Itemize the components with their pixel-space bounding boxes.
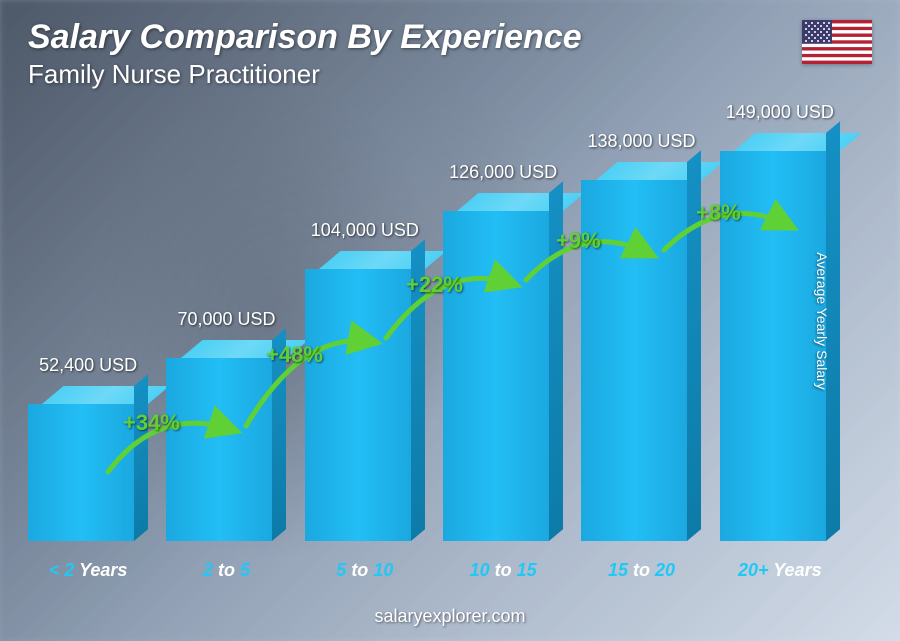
us-flag-icon: [802, 20, 872, 64]
chart-area: 52,400 USD 70,000 USD 104,000 USD 126,000 U…: [28, 110, 840, 581]
x-axis-label: 15 to 20: [581, 560, 701, 581]
page-subtitle: Family Nurse Practitioner: [28, 59, 872, 90]
bar-value-label: 126,000 USD: [449, 162, 557, 183]
bar-column: 52,400 USD: [28, 110, 148, 541]
header: Salary Comparison By Experience Family N…: [28, 18, 872, 90]
bar: [305, 269, 425, 541]
bar-value-label: 104,000 USD: [311, 220, 419, 241]
page-title: Salary Comparison By Experience: [28, 18, 872, 57]
bar-value-label: 138,000 USD: [587, 131, 695, 152]
bar: [581, 180, 701, 541]
x-axis-label: 10 to 15: [443, 560, 563, 581]
bar-value-label: 149,000 USD: [726, 102, 834, 123]
bar-column: 104,000 USD: [305, 110, 425, 541]
bar-value-label: 70,000 USD: [177, 309, 275, 330]
bar: [443, 211, 563, 541]
x-axis-label: 2 to 5: [166, 560, 286, 581]
bar-column: 138,000 USD: [581, 110, 701, 541]
footer-source: salaryexplorer.com: [0, 606, 900, 627]
x-axis-label: 20+ Years: [720, 560, 840, 581]
bar-column: 126,000 USD: [443, 110, 563, 541]
bar-value-label: 52,400 USD: [39, 355, 137, 376]
bar-chart: 52,400 USD 70,000 USD 104,000 USD 126,000 U…: [28, 110, 840, 541]
x-axis-labels: < 2 Years 2 to 5 5 to 10 10 to 15 15 to 20 20…: [28, 560, 840, 581]
x-axis-label: < 2 Years: [28, 560, 148, 581]
y-axis-label: Average Yearly Salary: [813, 252, 829, 390]
bar: [166, 358, 286, 541]
bar-column: 70,000 USD: [166, 110, 286, 541]
bar: [28, 404, 148, 541]
x-axis-label: 5 to 10: [305, 560, 425, 581]
